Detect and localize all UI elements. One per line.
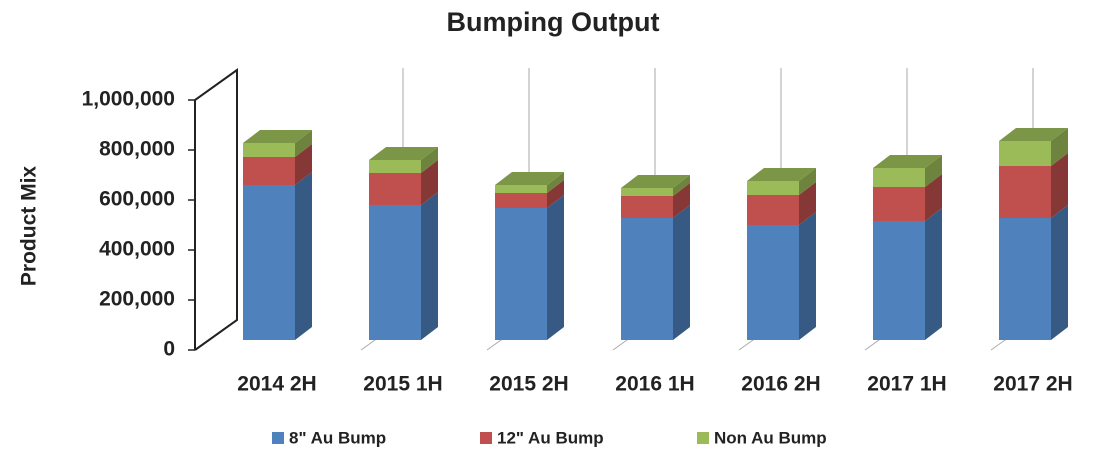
bar-top: [873, 155, 942, 168]
bar-side: [421, 147, 438, 173]
bar-front: [999, 218, 1051, 340]
bar-side: [799, 168, 816, 195]
y-tick-label: 400,000: [99, 238, 175, 261]
bar-front: [243, 157, 295, 185]
bar-front: [495, 208, 547, 340]
bar-side: [421, 192, 438, 340]
x-tick-label: 2014 2H: [237, 373, 316, 396]
bar-front: [243, 185, 295, 340]
bar-top: [243, 130, 312, 143]
y-axis-label: Product Mix: [18, 166, 41, 286]
x-tick-label: 2017 1H: [867, 373, 946, 396]
bar-front: [873, 221, 925, 340]
bar-front: [369, 160, 421, 173]
bar-side: [925, 208, 942, 340]
legend-label: Non Au Bump: [714, 428, 827, 447]
bar-top: [621, 175, 690, 188]
legend-label: 8" Au Bump: [289, 428, 386, 447]
bar-front: [873, 187, 925, 221]
bar-front: [621, 218, 673, 340]
bar-side: [799, 212, 816, 340]
bar-front: [369, 205, 421, 340]
bar-side: [1051, 128, 1068, 166]
legend-swatch: [272, 432, 284, 444]
bar-side: [799, 182, 816, 225]
wall-edge: [194, 68, 238, 351]
x-tick-label: 2016 1H: [615, 373, 694, 396]
bar-front: [999, 166, 1051, 218]
bar-side: [1051, 153, 1068, 218]
bar-front: [495, 193, 547, 208]
bar-side: [673, 183, 690, 218]
bar-side: [547, 195, 564, 340]
x-tick-label: 2015 2H: [489, 373, 568, 396]
y-tick-label: 800,000: [99, 138, 175, 161]
y-tick-label: 0: [163, 338, 175, 361]
bar-side: [547, 180, 564, 208]
x-tick-label: 2015 1H: [363, 373, 442, 396]
bar-top: [999, 128, 1068, 141]
bar-front: [747, 195, 799, 225]
bar-side: [421, 160, 438, 205]
bar-side: [1051, 205, 1068, 340]
bar-front: [747, 181, 799, 195]
bar-front: [999, 141, 1051, 166]
legend-swatch: [480, 432, 492, 444]
bar-side: [673, 175, 690, 196]
bar-side: [547, 172, 564, 193]
chart-title: Bumping Output: [447, 7, 660, 37]
bar-front: [243, 143, 295, 157]
bar-front: [621, 196, 673, 218]
x-tick-label: 2017 2H: [993, 373, 1072, 396]
bar-front: [621, 188, 673, 196]
bar-side: [295, 144, 312, 185]
bar-top: [495, 172, 564, 185]
bar-front: [747, 225, 799, 340]
bar-side: [295, 172, 312, 340]
bar-side: [295, 130, 312, 157]
y-tick-label: 600,000: [99, 188, 175, 211]
x-tick-label: 2016 2H: [741, 373, 820, 396]
bar-side: [925, 174, 942, 221]
bar-front: [369, 173, 421, 205]
bar-top: [369, 147, 438, 160]
bar-side: [925, 155, 942, 187]
legend-label: 12" Au Bump: [497, 428, 604, 447]
y-tick-label: 200,000: [99, 288, 175, 311]
legend-swatch: [697, 432, 709, 444]
y-tick-label: 1,000,000: [82, 88, 175, 111]
bar-top: [747, 168, 816, 181]
bar-side: [673, 205, 690, 340]
bar-front: [873, 168, 925, 187]
bar-front: [495, 185, 547, 193]
